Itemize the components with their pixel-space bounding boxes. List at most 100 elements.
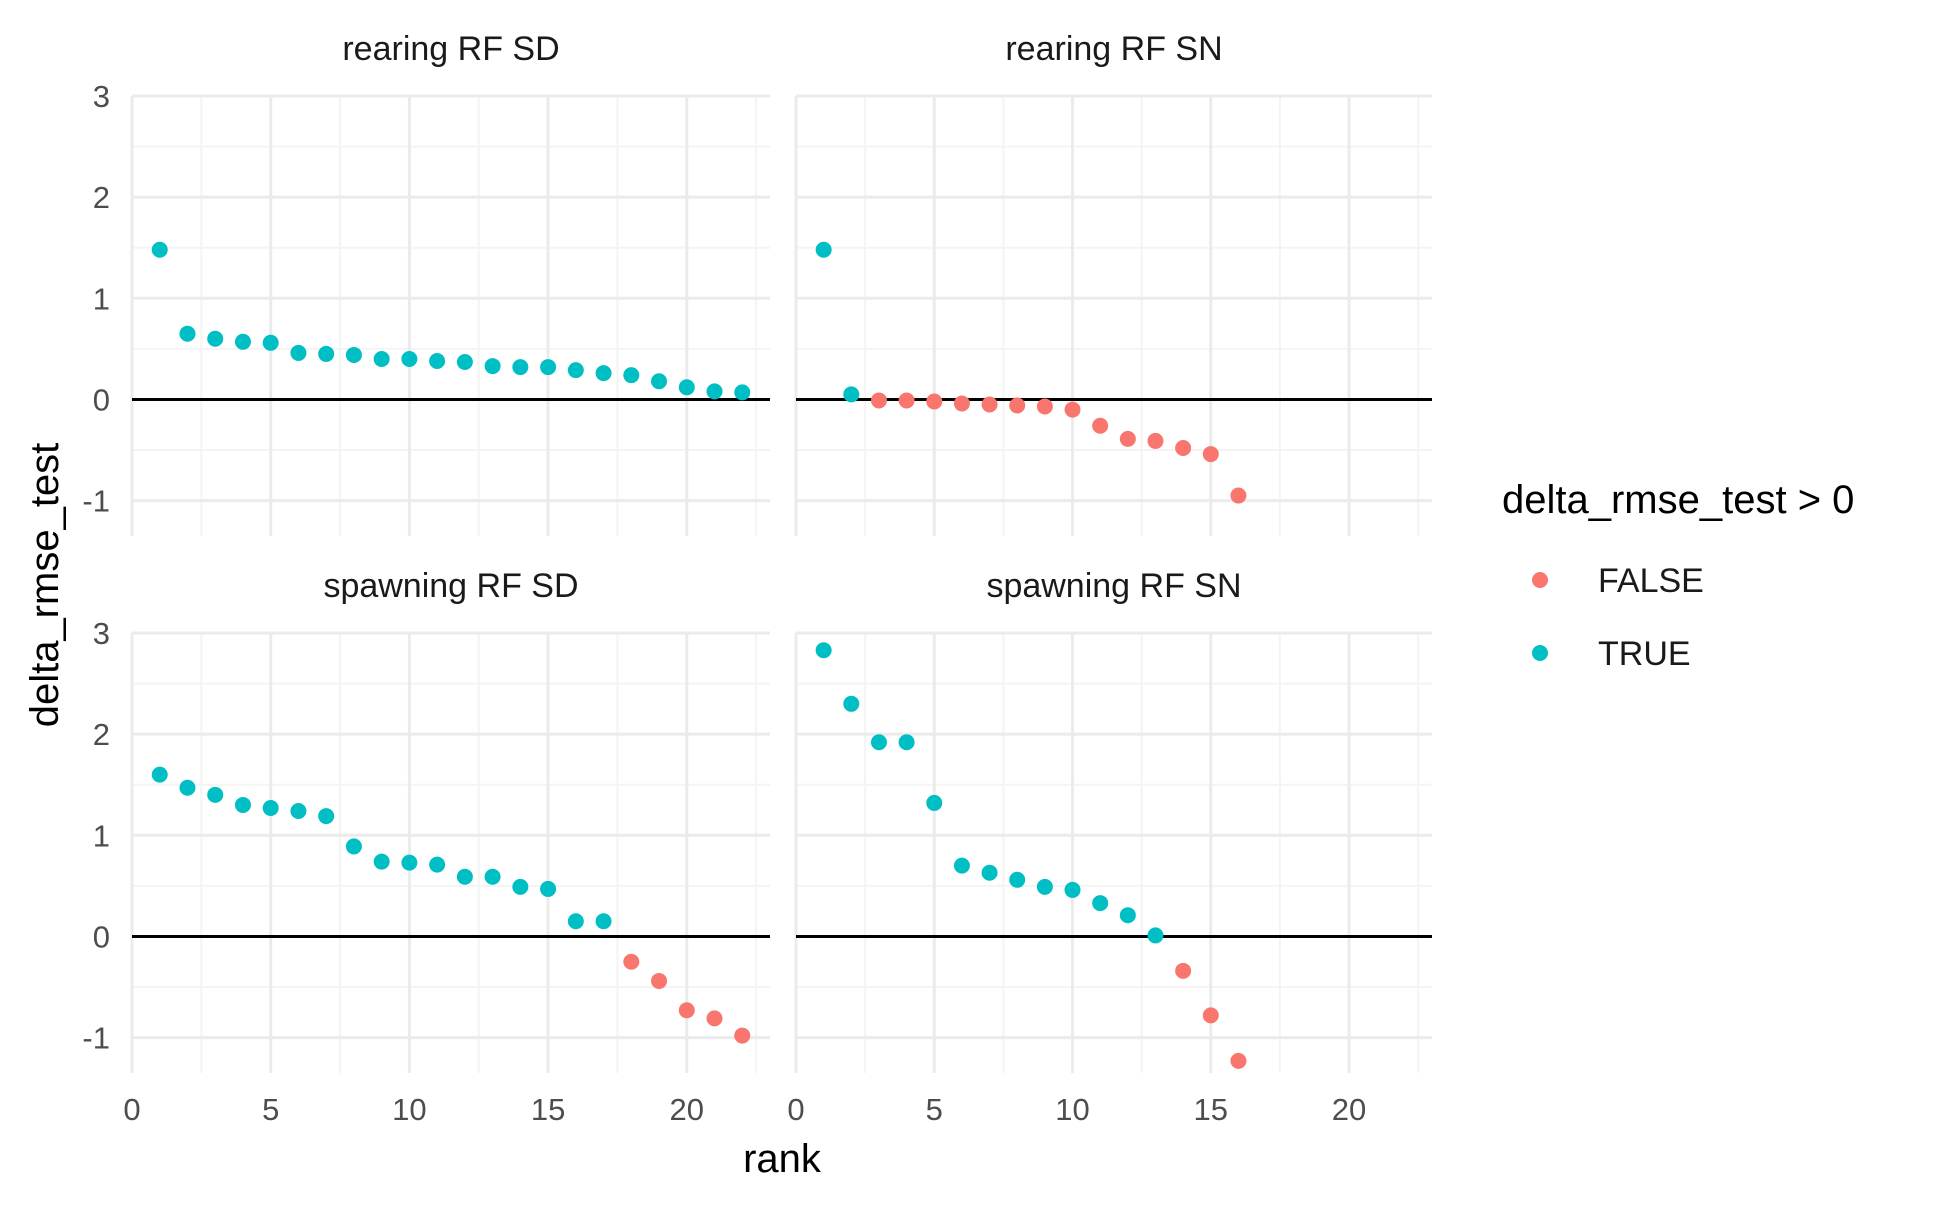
data-point [734,1027,751,1044]
data-point [953,857,970,874]
data-point [345,346,362,363]
x-tick-label: 10 [392,1092,426,1127]
data-point [623,953,640,970]
data-point [1092,895,1109,912]
data-point [1009,871,1026,888]
data-point [870,734,887,751]
y-tick-label: 3 [93,616,110,651]
data-point [429,856,446,873]
data-point [843,695,860,712]
data-point [678,1002,695,1019]
data-point [678,379,695,396]
x-tick-label: 5 [926,1092,943,1127]
data-point [567,913,584,930]
data-point [318,345,335,362]
data-point [815,241,832,258]
data-point [981,396,998,413]
y-tick-label: 0 [93,919,110,954]
data-point [1036,878,1053,895]
data-point [843,386,860,403]
data-point [926,393,943,410]
y-tick-label: -1 [82,484,110,519]
data-point [262,799,279,816]
data-point [1202,446,1219,463]
data-point [926,794,943,811]
data-point [318,808,335,825]
data-point [484,358,501,375]
data-point [1036,398,1053,415]
data-point [456,868,473,885]
y-tick-label: 0 [93,382,110,417]
data-point [401,854,418,871]
data-point [207,786,224,803]
x-tick-label: 20 [1332,1092,1366,1127]
data-point [623,367,640,384]
data-point [1175,962,1192,979]
data-point [512,359,529,376]
y-tick-label: 2 [93,180,110,215]
data-point [179,325,196,342]
data-point [540,880,557,897]
panel-title: spawning RF SN [986,567,1241,605]
data-point [651,373,668,390]
data-point [981,864,998,881]
data-point [234,333,251,350]
data-point [234,796,251,813]
x-tick-label: 0 [123,1092,140,1127]
y-tick-label: 3 [93,79,110,114]
legend-swatch [1532,645,1548,661]
data-point [595,365,612,382]
data-point [373,350,390,367]
data-point [179,779,196,796]
x-tick-label: 0 [787,1092,804,1127]
data-point [567,362,584,379]
data-point [540,359,557,376]
data-point [262,334,279,351]
data-point [456,354,473,371]
data-point [151,766,168,783]
x-tick-label: 20 [670,1092,704,1127]
x-tick-label: 15 [531,1092,565,1127]
data-point [151,241,168,258]
legend-swatch [1532,572,1548,588]
data-point [1175,440,1192,456]
data-point [1064,401,1081,418]
data-point [651,972,668,989]
data-point [401,350,418,367]
x-axis-title: rank [743,1137,822,1181]
data-point [595,913,612,930]
panel-title: spawning RF SD [323,567,578,605]
data-point [207,330,224,347]
legend-label: FALSE [1598,562,1704,600]
data-point [373,853,390,870]
x-tick-label: 15 [1194,1092,1228,1127]
y-tick-label: 2 [93,717,110,752]
y-tick-label: 1 [93,818,110,853]
data-point [1147,927,1164,944]
data-point [290,803,307,820]
data-point [734,384,751,401]
data-point [1092,417,1109,434]
data-point [512,878,529,895]
data-point [484,868,501,885]
data-point [1119,907,1136,924]
data-point [1147,432,1164,449]
data-point [1009,397,1026,414]
x-tick-label: 5 [262,1092,279,1127]
data-point [706,1010,723,1027]
data-point [706,383,723,400]
data-point [1064,881,1081,898]
data-point [1230,1052,1247,1069]
y-tick-label: 1 [93,281,110,316]
data-point [345,838,362,855]
panel-title: rearing RF SN [1005,30,1222,68]
legend-title: delta_rmse_test > 0 [1502,478,1854,522]
data-point [1119,430,1136,447]
data-point [898,734,915,751]
y-axis-title: delta_rmse_test [23,443,67,728]
panel-title: rearing RF SD [342,30,559,68]
legend-label: TRUE [1598,635,1691,673]
data-point [815,642,832,659]
